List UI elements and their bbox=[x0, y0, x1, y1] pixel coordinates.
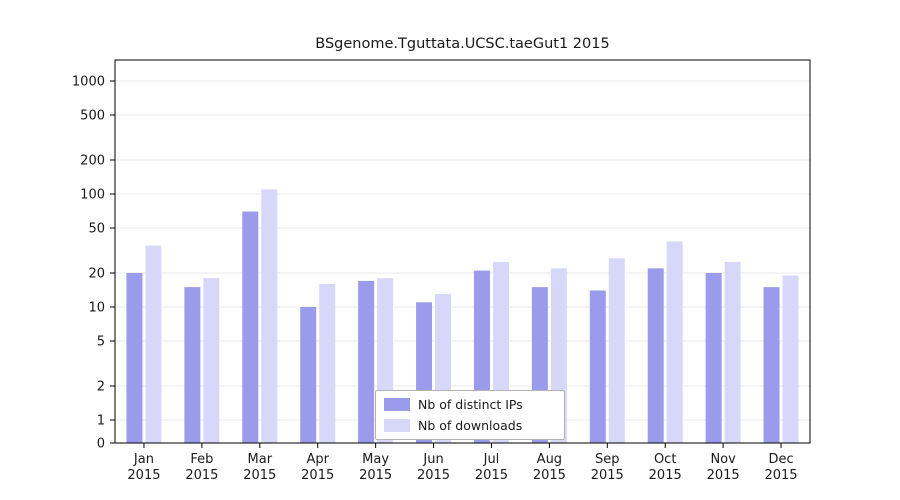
bar-downloads bbox=[203, 278, 220, 443]
bar-distinct-ips bbox=[358, 280, 375, 443]
bar-downloads bbox=[608, 258, 625, 443]
x-tick-label-year: 2015 bbox=[475, 468, 508, 483]
y-tick-label: 1 bbox=[97, 414, 105, 429]
y-tick-label: 0 bbox=[97, 437, 105, 452]
x-tick-label-year: 2015 bbox=[185, 468, 218, 483]
bar-downloads bbox=[666, 241, 683, 443]
x-tick-label-month: Mar bbox=[248, 452, 273, 467]
bar-distinct-ips bbox=[763, 287, 780, 443]
x-tick-label-month: Jul bbox=[483, 452, 500, 467]
x-tick-label-year: 2015 bbox=[127, 468, 160, 483]
y-tick-label: 20 bbox=[88, 266, 105, 281]
y-tick-label: 2 bbox=[97, 379, 105, 394]
bar-downloads bbox=[261, 189, 278, 443]
x-tick-label-year: 2015 bbox=[359, 468, 392, 483]
legend-swatch-downloads bbox=[384, 419, 410, 432]
x-tick-label-year: 2015 bbox=[417, 468, 450, 483]
y-tick-label: 1000 bbox=[72, 75, 105, 90]
x-tick-label-year: 2015 bbox=[707, 468, 740, 483]
x-tick-label-month: Apr bbox=[306, 452, 329, 467]
bar-downloads bbox=[724, 262, 741, 443]
y-tick-label: 10 bbox=[88, 301, 105, 316]
legend-swatch-distinct-ips bbox=[384, 398, 410, 411]
x-tick-label-month: Oct bbox=[654, 452, 676, 467]
legend-label-distinct-ips: Nb of distinct IPs bbox=[418, 397, 523, 412]
x-tick-label-month: Sep bbox=[595, 452, 620, 467]
y-tick-label: 5 bbox=[97, 335, 105, 350]
y-tick-label: 50 bbox=[88, 222, 105, 237]
bar-distinct-ips bbox=[300, 307, 317, 443]
legend-label-downloads: Nb of downloads bbox=[418, 418, 523, 433]
x-tick-label-year: 2015 bbox=[243, 468, 276, 483]
bar-distinct-ips bbox=[126, 272, 143, 443]
x-tick-label-month: Jun bbox=[422, 452, 443, 467]
chart-title: BSgenome.Tguttata.UCSC.taeGut1 2015 bbox=[315, 36, 610, 52]
x-tick-label-month: Feb bbox=[190, 452, 213, 467]
y-tick-label: 100 bbox=[80, 188, 105, 203]
x-tick-label-month: Jan bbox=[133, 452, 154, 467]
x-tick-label-month: Dec bbox=[768, 452, 793, 467]
x-tick-label-month: Aug bbox=[537, 452, 562, 467]
x-tick-label-month: Nov bbox=[710, 452, 736, 467]
bar-downloads bbox=[319, 283, 336, 443]
x-tick-label-month: May bbox=[362, 452, 389, 467]
y-tick-label: 200 bbox=[80, 153, 105, 168]
bar-distinct-ips bbox=[647, 268, 664, 443]
x-tick-label-year: 2015 bbox=[649, 468, 682, 483]
bar-distinct-ips bbox=[242, 211, 259, 443]
x-tick-label-year: 2015 bbox=[764, 468, 797, 483]
bar-distinct-ips bbox=[184, 287, 201, 443]
x-tick-label-year: 2015 bbox=[301, 468, 334, 483]
legend: Nb of distinct IPs Nb of downloads bbox=[375, 390, 565, 440]
x-tick-label-year: 2015 bbox=[591, 468, 624, 483]
bar-distinct-ips bbox=[589, 290, 606, 443]
bar-downloads bbox=[145, 245, 162, 443]
x-tick-label-year: 2015 bbox=[533, 468, 566, 483]
legend-item-downloads: Nb of downloads bbox=[384, 418, 554, 433]
bar-distinct-ips bbox=[705, 272, 722, 443]
legend-item-distinct-ips: Nb of distinct IPs bbox=[384, 397, 554, 412]
y-tick-label: 500 bbox=[80, 109, 105, 124]
plot-border bbox=[114, 59, 811, 444]
bar-downloads bbox=[782, 275, 799, 443]
